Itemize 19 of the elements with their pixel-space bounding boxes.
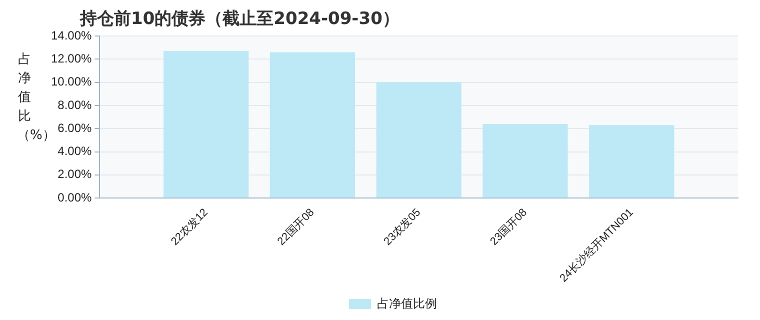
y-tick-label: 14.00%	[50, 28, 92, 42]
y-tick-label: 12.00%	[50, 51, 92, 66]
legend-label: 占净值比例	[377, 296, 437, 310]
y-tick-label: 4.00%	[58, 144, 92, 158]
y-tick-label: 0.00%	[58, 190, 92, 204]
x-tick-label: 22农发12	[168, 206, 210, 248]
y-tick-label: 2.00%	[58, 167, 92, 182]
x-tick-label: 23农发05	[382, 206, 424, 248]
y-tick-label: 10.00%	[50, 74, 92, 89]
bar	[589, 125, 674, 198]
bar	[376, 82, 462, 198]
bar	[164, 51, 249, 198]
y-tick-label: 8.00%	[58, 98, 92, 112]
y-tick-label: 6.00%	[58, 120, 92, 135]
x-tick-label: 22国开08	[275, 206, 317, 248]
chart-title: 持仓前10的债券（截止至2024-09-30）	[80, 8, 400, 30]
bar	[270, 52, 356, 198]
bar	[482, 124, 568, 198]
x-tick-label: 23国开08	[488, 206, 530, 248]
